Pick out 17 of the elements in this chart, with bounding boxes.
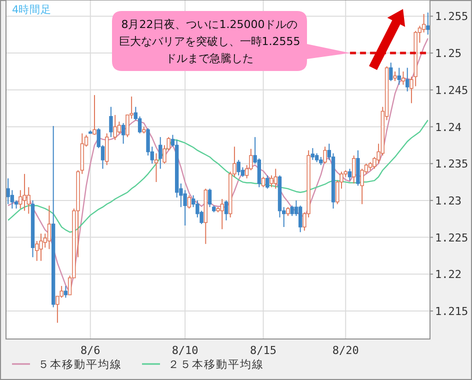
x-tick-label: 8/15 — [250, 344, 277, 357]
legend-label: ２５本移動平均線 — [168, 358, 264, 371]
y-tick-label: 1.245 — [435, 84, 468, 97]
y-tick-label: 1.25 — [435, 47, 462, 60]
legend-label: ５本移動平均線 — [38, 358, 122, 371]
y-tick-label: 1.235 — [435, 158, 468, 171]
y-tick-label: 1.22 — [435, 268, 462, 282]
y-tick-label: 1.215 — [435, 304, 468, 318]
x-tick-label: 8/10 — [172, 344, 198, 357]
annotation: 4時間足 — [12, 3, 52, 16]
y-tick-label: 1.255 — [435, 10, 468, 24]
x-tick-label: 8/20 — [332, 344, 359, 357]
y-tick-label: 1.23 — [435, 194, 462, 208]
y-tick-label: 1.225 — [435, 231, 468, 244]
annotation: 8月22日夜、ついに1.25000ドルの巨大なバリアを突破し、一時1.2555ドルまで急騰した — [118, 18, 300, 65]
x-tick-label: 8/6 — [80, 344, 100, 357]
y-tick-label: 1.24 — [435, 120, 462, 134]
